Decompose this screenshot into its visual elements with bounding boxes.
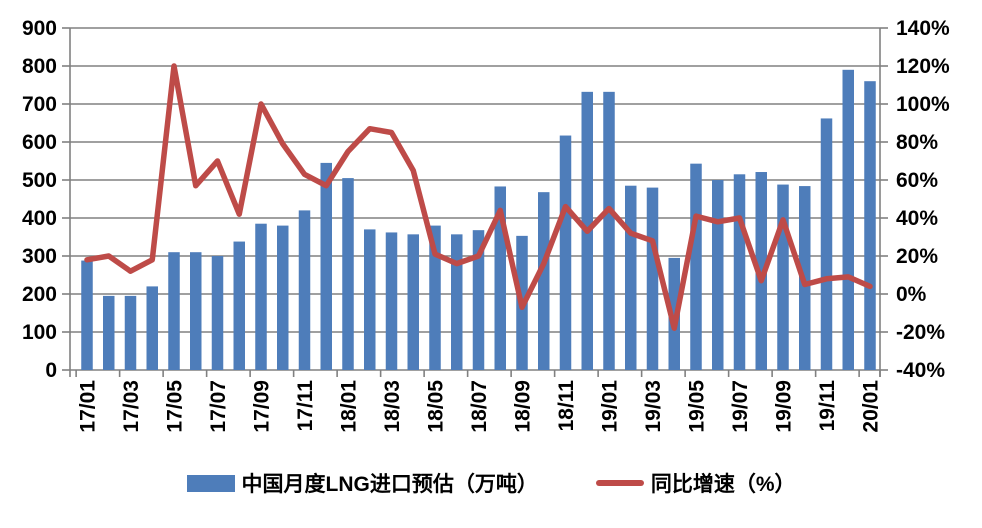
bar: [190, 252, 202, 370]
left-axis-tick-label: 500: [22, 169, 57, 192]
right-axis-tick-label: 60%: [896, 169, 938, 192]
left-axis-tick-label: 300: [22, 245, 57, 268]
right-axis-tick-label: 40%: [896, 207, 938, 230]
right-axis-tick-label: 80%: [896, 131, 938, 154]
left-axis-tick-label: 700: [22, 93, 57, 116]
bar: [472, 230, 485, 370]
x-axis-tick-label: 17/01: [77, 380, 100, 433]
bar: [364, 229, 376, 370]
x-axis-tick-label: 17/09: [251, 380, 274, 433]
bar-series-swatch: [186, 474, 235, 492]
x-axis-tick-label: 17/05: [164, 380, 187, 433]
right-axis-tick-label: 140%: [896, 17, 950, 40]
bar: [625, 185, 637, 370]
bar: [603, 91, 615, 370]
bar: [538, 192, 550, 370]
bar: [277, 225, 289, 370]
x-axis-tick-label: 18/03: [381, 380, 404, 433]
bar: [298, 210, 311, 370]
right-axis-tick-label: 120%: [896, 55, 950, 78]
bar: [820, 118, 833, 370]
right-axis-tick-label: 20%: [896, 245, 938, 268]
bar: [690, 163, 702, 370]
x-axis-tick-label: 18/05: [425, 380, 448, 433]
bar: [777, 184, 789, 370]
line-series-label: 同比增速（%）: [650, 473, 796, 496]
left-axis-tick-label: 400: [22, 207, 57, 230]
bar-series-label: 中国月度LNG进口预估（万吨）: [241, 473, 538, 496]
x-axis-tick-label: 19/11: [816, 380, 839, 432]
x-axis-tick-label: 18/01: [338, 380, 361, 433]
x-axis-tick-label: 19/01: [599, 380, 622, 433]
bar: [124, 295, 137, 370]
bar: [103, 295, 115, 370]
bar: [864, 81, 876, 370]
bar: [733, 174, 746, 370]
x-axis-tick-label: 19/03: [642, 380, 665, 433]
legend: 中国月度LNG进口预估（万吨） 同比增速（%）: [0, 468, 982, 498]
x-axis-tick-label: 18/07: [468, 380, 491, 433]
bar: [168, 252, 180, 370]
bar: [712, 180, 724, 370]
bar: [146, 286, 158, 370]
left-axis-tick-label: 0: [45, 359, 57, 382]
bar: [646, 187, 659, 370]
right-axis-tick-label: 100%: [896, 93, 950, 116]
bar: [255, 223, 267, 370]
bar: [559, 135, 572, 370]
x-axis-tick-label: 19/07: [729, 380, 752, 433]
bar: [755, 172, 767, 370]
left-axis-tick-label: 100: [22, 321, 57, 344]
line-series-swatch: [595, 480, 644, 486]
left-axis-tick-label: 900: [22, 17, 57, 40]
x-axis-tick-label: 20/01: [860, 380, 883, 433]
bar: [233, 241, 245, 370]
right-axis-tick-label: 0%: [896, 283, 927, 306]
left-axis-tick-label: 800: [22, 55, 57, 78]
bar: [842, 69, 854, 371]
x-axis-tick-label: 19/05: [686, 380, 709, 433]
bar: [451, 234, 463, 370]
bar: [211, 256, 224, 370]
x-axis-tick-label: 17/11: [294, 380, 317, 432]
yoy-line: [84, 63, 873, 331]
chart-svg: 0 -40% 100 -20% 200 0% 300 20% 400 40% 500 60% 600 80…: [22, 17, 950, 433]
x-axis-tick-label: 17/07: [207, 380, 230, 433]
bar: [407, 234, 419, 370]
bar: [429, 225, 441, 370]
right-axis-tick-label: -20%: [896, 321, 945, 344]
bar: [81, 260, 93, 370]
bar: [342, 178, 354, 370]
x-axis-tick-label: 19/09: [773, 380, 796, 433]
bar: [320, 162, 332, 370]
legend-item-line-series: 同比增速（%）: [595, 468, 796, 498]
left-axis-tick-label: 200: [22, 283, 57, 306]
left-axis-tick-label: 600: [22, 131, 57, 154]
bar: [494, 186, 506, 370]
x-axis-tick-label: 18/09: [512, 380, 535, 433]
x-axis-tick-label: 18/11: [555, 380, 578, 432]
x-axis-tick-label: 17/03: [120, 380, 143, 433]
right-axis-tick-label: -40%: [896, 359, 945, 382]
legend-item-bar-series: 中国月度LNG进口预估（万吨）: [186, 468, 538, 498]
bar: [385, 232, 398, 370]
